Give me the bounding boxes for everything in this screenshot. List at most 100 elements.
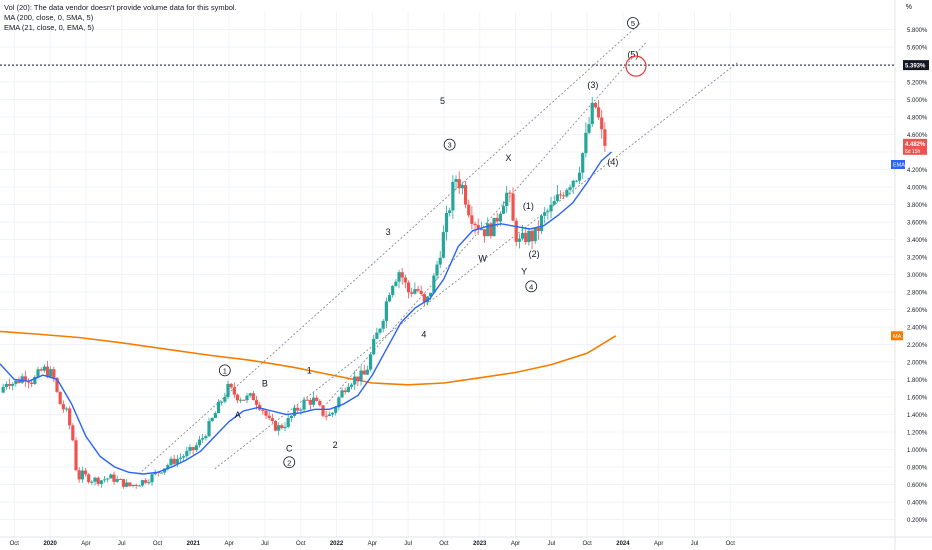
candle-body: [527, 230, 531, 243]
candle-body: [343, 390, 347, 393]
candle-body: [318, 400, 322, 406]
price-tick-label: 3.000%: [907, 273, 928, 279]
candle-body: [140, 480, 145, 486]
candle-body: [603, 129, 607, 146]
wave-label: B: [262, 379, 268, 389]
candle-up: [213, 411, 217, 419]
candle-body: [505, 192, 509, 207]
candle-body: [39, 369, 43, 371]
wave-label-text: (3): [587, 80, 598, 90]
candle-body: [324, 415, 328, 417]
candle-up: [14, 380, 18, 387]
price-tick-label: 2.400%: [907, 326, 928, 332]
candle-up: [248, 392, 252, 398]
wave-label-text: (1): [523, 201, 534, 211]
candle-up: [178, 453, 183, 463]
candle-body: [23, 376, 27, 382]
wave-label: (5): [627, 50, 638, 60]
legend-ma[interactable]: MA (200, close, 0, SMA, 5): [4, 13, 94, 22]
time-tick-label: Oct: [296, 541, 306, 547]
candle-up: [568, 184, 572, 195]
candle-up: [220, 400, 224, 406]
candle-body: [463, 185, 468, 205]
price-tick-label: 4.000%: [907, 186, 928, 192]
candle-body: [286, 418, 290, 427]
candle-body: [451, 181, 455, 211]
candle-body: [365, 369, 369, 375]
candles[interactable]: [1, 96, 607, 489]
time-tick-label: 2023: [473, 541, 487, 547]
candle-down: [74, 437, 78, 471]
candle-body: [479, 229, 483, 231]
candle-down: [242, 399, 246, 401]
candle-down: [343, 387, 347, 395]
candle-body: [178, 457, 183, 459]
wave-label: Y: [521, 267, 527, 277]
legend-volume[interactable]: Vol (20): The data vendor doesn't provid…: [4, 3, 237, 12]
wave-annotations[interactable]: 1 A B C 2 1 2 3 4 5 3 X W Y (1) (2) 4 (3) (4) 5 (5): [218, 17, 647, 469]
candle-down: [362, 365, 366, 375]
price-tick-label: 0.600%: [907, 483, 928, 489]
candle-up: [435, 260, 439, 281]
price-tick-label: 1.000%: [907, 448, 928, 454]
last-price-tag: 4.482%6d 15h: [903, 138, 927, 155]
candle-body: [327, 414, 331, 416]
time-tick-label: 2021: [187, 541, 201, 547]
price-tick-label: 1.800%: [907, 378, 928, 384]
candle-down: [45, 360, 50, 379]
candle-body: [77, 470, 81, 480]
price-tick-label: 3.600%: [907, 221, 928, 227]
candle-body: [498, 213, 502, 222]
ema-21-line[interactable]: [0, 151, 612, 475]
candle-body: [223, 397, 227, 402]
candle-body: [501, 206, 506, 214]
candle-down: [524, 226, 528, 245]
time-tick-label: Apr: [81, 541, 90, 547]
candle-up: [289, 415, 293, 422]
candle-up: [381, 319, 385, 333]
time-tick-label: Oct: [582, 541, 592, 547]
trend-channels[interactable]: [0, 23, 895, 475]
candle-body: [106, 478, 110, 480]
candle-up: [140, 479, 145, 488]
ma-200-line[interactable]: [0, 330, 617, 386]
candle-down: [400, 268, 404, 285]
candle-body: [482, 229, 487, 237]
candle-down: [308, 397, 312, 410]
wave-label-text: B: [262, 379, 268, 389]
candle-body: [530, 230, 534, 242]
candle-up: [555, 185, 559, 203]
indicator-legend: Vol (20): The data vendor doesn't provid…: [4, 3, 237, 33]
time-axis[interactable]: Oct 2020 Apr Jul Oct 2021 Apr Jul Oct 2022 Apr Jul O…: [10, 541, 736, 547]
candle-body: [299, 409, 303, 411]
candle-up: [194, 442, 198, 452]
candle-body: [444, 212, 449, 233]
candle-body: [375, 332, 379, 339]
wave-label-text: 2: [287, 458, 291, 467]
candle-body: [33, 376, 37, 384]
candle-body: [571, 180, 575, 188]
candle-up: [340, 387, 344, 398]
candle-down: [83, 467, 88, 477]
candle-body: [492, 217, 496, 237]
candle-body: [473, 223, 477, 225]
candle-body: [235, 394, 240, 401]
price-axis[interactable]: 0.200% 0.400% 0.600% 0.800% 1.000% 1.200% 1.40…: [891, 28, 929, 524]
candle-up: [109, 473, 113, 479]
candle-up: [277, 422, 281, 436]
legend-ema[interactable]: EMA (21, close, 0, EMA, 5): [4, 23, 95, 32]
price-tick-label: 2.000%: [907, 361, 928, 367]
candle-down: [603, 122, 607, 152]
time-tick-label: Jul: [691, 541, 699, 547]
candle-up: [11, 382, 15, 391]
candle-down: [473, 221, 477, 234]
candle-body: [577, 172, 582, 181]
candle-down: [596, 100, 601, 120]
wave-label-text: Y: [521, 267, 527, 277]
candle-up: [574, 179, 578, 183]
candle-body: [467, 204, 471, 216]
price-tick-label: 3.200%: [907, 256, 928, 262]
wave-label: (2): [529, 249, 540, 259]
